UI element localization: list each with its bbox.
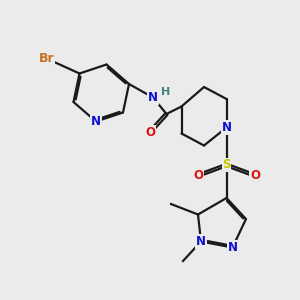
Text: O: O (193, 169, 203, 182)
Text: Br: Br (39, 52, 54, 65)
Text: S: S (222, 158, 231, 172)
Text: N: N (221, 121, 232, 134)
Text: N: N (91, 115, 101, 128)
Text: H: H (161, 87, 170, 98)
Text: N: N (196, 235, 206, 248)
Text: N: N (148, 91, 158, 104)
Text: O: O (145, 125, 155, 139)
Text: O: O (250, 169, 260, 182)
Text: N: N (227, 241, 238, 254)
